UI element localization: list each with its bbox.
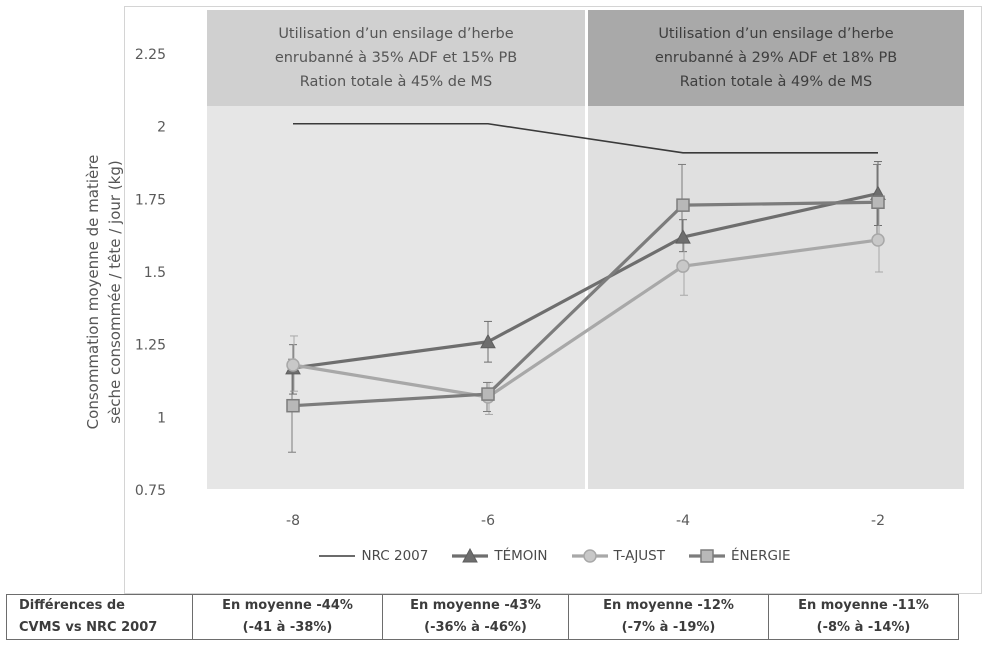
data-point [871, 195, 885, 209]
legend-item: NRC 2007 [317, 548, 428, 564]
series-lines [292, 122, 879, 408]
legend-item: TÉMOIN [450, 548, 548, 564]
legend-item: ÉNERGIE [687, 548, 791, 564]
difference-table: Différences de CVMS vs NRC 2007 En moyen… [6, 594, 959, 640]
chart-plot: 0.75 1 1.25 1.5 1.75 2 2.25 -8 -6 -4 -2 [135, 47, 964, 529]
x-axis: -8 -6 -4 -2 [286, 513, 885, 529]
data-point [675, 229, 691, 244]
data-point [481, 387, 495, 401]
series-line [293, 122, 878, 154]
legend-item: T-AJUST [570, 548, 666, 564]
legend-swatch [452, 548, 489, 563]
chart-frame [124, 6, 982, 594]
y-tick-label: 1.5 [144, 265, 166, 281]
legend-swatch [571, 549, 608, 563]
legend-label: TÉMOIN [494, 548, 548, 564]
y-tick-label: 1 [157, 410, 166, 426]
table-cell: En moyenne -11% (-8% à -14%) [768, 594, 959, 640]
series-markers [285, 185, 886, 413]
legend-swatch-marker [582, 549, 597, 563]
legend-swatch [689, 549, 725, 563]
series-line [292, 191, 879, 370]
legend-swatch-marker [700, 549, 714, 563]
table-cell: En moyenne -44% (-41 à -38%) [192, 594, 383, 640]
table-row: Différences de CVMS vs NRC 2007 En moyen… [6, 594, 959, 640]
y-axis: 0.75 1 1.25 1.5 1.75 2 2.25 [135, 47, 166, 499]
data-point [676, 198, 690, 212]
data-point [286, 358, 300, 372]
data-point [286, 398, 300, 413]
legend: NRC 2007 TÉMOIN T-AJUST ÉNERGIE [0, 548, 988, 564]
x-tick-label: -8 [286, 513, 300, 529]
y-tick-label: 2 [157, 120, 166, 136]
data-point [676, 259, 690, 273]
band-right-background [588, 106, 964, 489]
legend-label: T-AJUST [613, 548, 666, 564]
band-right-header: Utilisation d’un ensilage d’herbe enruba… [588, 10, 964, 106]
band-left-header: Utilisation d’un ensilage d’herbe enruba… [207, 10, 585, 106]
y-tick-label: 0.75 [135, 483, 166, 499]
legend-label: ÉNERGIE [731, 548, 791, 564]
table-header-cell: Différences de CVMS vs NRC 2007 [6, 594, 193, 640]
table-cell: En moyenne -12% (-7% à -19%) [568, 594, 769, 640]
band-left-background [207, 106, 585, 489]
y-tick-label: 1.25 [135, 338, 166, 354]
table-cell: En moyenne -43% (-36% à -46%) [382, 594, 569, 640]
x-tick-label: -2 [871, 513, 885, 529]
y-tick-label: 1.75 [135, 192, 166, 208]
series-line [292, 238, 879, 399]
legend-swatch [319, 555, 356, 557]
data-point [871, 233, 885, 247]
y-tick-label: 2.25 [135, 47, 166, 63]
legend-label: NRC 2007 [361, 548, 429, 564]
legend-swatch-marker [462, 548, 479, 563]
y-axis-label: Consommation moyenne de matière sèche co… [84, 154, 124, 430]
x-tick-label: -6 [481, 513, 495, 529]
series-line [292, 200, 879, 408]
data-point [480, 333, 496, 349]
x-tick-label: -4 [676, 513, 690, 529]
